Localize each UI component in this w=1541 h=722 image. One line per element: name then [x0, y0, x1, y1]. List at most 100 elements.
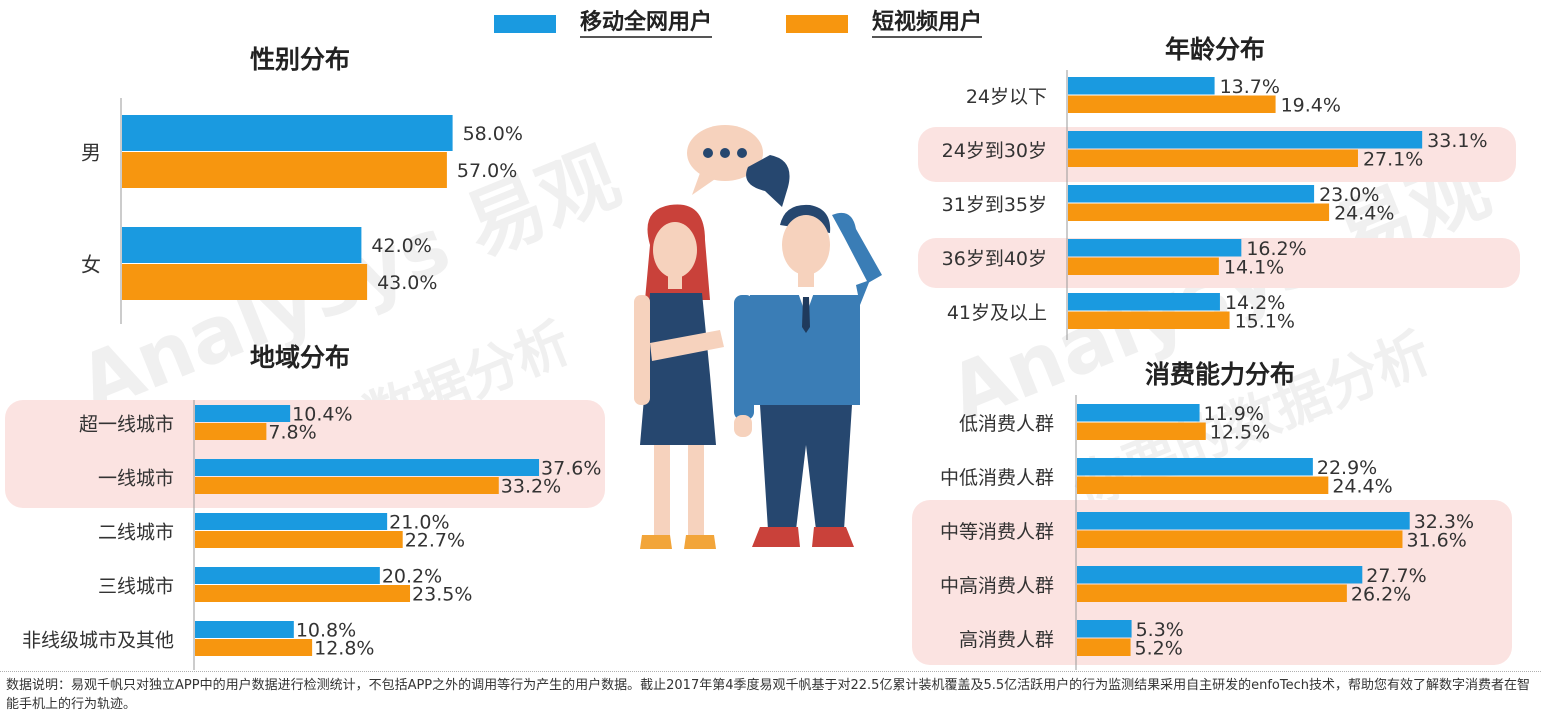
- gender-category-label: 男: [81, 141, 101, 165]
- gender-category-label: 女: [81, 253, 101, 277]
- region-value-label: 7.8%: [268, 422, 316, 444]
- footnote-divider: [0, 671, 1541, 672]
- age-value-label: 14.1%: [1224, 256, 1284, 278]
- region-value-label: 21.0%: [389, 512, 449, 534]
- gender-value-label: 58.0%: [463, 123, 523, 145]
- region-bar-series2: [195, 477, 499, 494]
- consumption-category-label: 中低消费人群: [940, 467, 1054, 489]
- age-bar-series2: [1068, 95, 1276, 113]
- consumption-category-label: 低消费人群: [959, 413, 1054, 435]
- legend-label-series2: 短视频用户: [872, 10, 983, 38]
- region-category-label: 二线城市: [98, 522, 174, 544]
- man-figure: [734, 204, 882, 547]
- consumption-bar-series2: [1077, 584, 1347, 602]
- age-category-label: 24岁到30岁: [942, 140, 1047, 162]
- age-category-label: 36岁到40岁: [942, 248, 1047, 270]
- consumption-category-label: 中高消费人群: [940, 575, 1054, 597]
- legend-label-series1: 移动全网用户: [580, 10, 713, 38]
- legend-swatch-series1: [494, 15, 556, 33]
- legend-swatch-series2: [786, 15, 848, 33]
- consumption-category-label: 中等消费人群: [940, 521, 1054, 543]
- age-bar-series2: [1068, 257, 1219, 275]
- region-bar-series2: [195, 531, 403, 548]
- region-value-label: 37.6%: [541, 458, 601, 480]
- consumption-value-label: 5.2%: [1135, 637, 1183, 659]
- age-value-label: 19.4%: [1281, 94, 1341, 116]
- consumption-bar-series1: [1077, 458, 1313, 476]
- gender-bar-series1: [122, 227, 362, 263]
- consumption-bar-series1: [1077, 620, 1132, 638]
- gender-value-label: 43.0%: [377, 272, 437, 294]
- consumption-category-label: 高消费人群: [959, 629, 1054, 651]
- chart-title-gender: 性别分布: [249, 45, 350, 74]
- consumption-bar-series2: [1077, 530, 1403, 548]
- chart-consumption: 低消费人群 11.9%12.5% 中低消费人群 22.9%24.4% 中等消费人群 32.…: [940, 395, 1474, 670]
- region-bar-series2: [195, 423, 267, 440]
- age-value-label: 13.7%: [1220, 76, 1280, 98]
- region-bar-series2: [195, 585, 411, 602]
- age-bar-series2: [1068, 311, 1230, 329]
- age-bar-series1: [1068, 293, 1220, 311]
- region-value-label: 12.8%: [314, 638, 374, 660]
- consumption-bar-series2: [1077, 638, 1131, 656]
- region-value-label: 10.8%: [296, 620, 356, 642]
- region-bar-series2: [195, 639, 313, 656]
- age-bar-series2: [1068, 203, 1330, 221]
- consumption-bar-series1: [1077, 566, 1363, 584]
- chart-title-age: 年龄分布: [1164, 35, 1265, 64]
- region-bar-series1: [195, 459, 540, 476]
- consumption-bar-series1: [1077, 404, 1200, 422]
- age-category-label: 24岁以下: [966, 86, 1047, 108]
- age-value-label: 24.4%: [1334, 202, 1394, 224]
- region-category-label: 非线级城市及其他: [22, 630, 174, 652]
- speech-bubble-icon: [687, 125, 790, 207]
- region-bar-series1: [195, 621, 294, 638]
- consumption-bar-series2: [1077, 476, 1329, 494]
- chart-legend: 移动全网用户 短视频用户: [0, 6, 1100, 42]
- consumption-value-label: 26.2%: [1351, 583, 1411, 605]
- age-bar-series1: [1068, 239, 1242, 257]
- age-value-label: 14.2%: [1225, 292, 1285, 314]
- age-category-label: 31岁到35岁: [942, 194, 1047, 216]
- chart-age: 24岁以下 13.7%19.4% 24岁到30岁 33.1%27.1% 31岁到35岁 2…: [942, 70, 1488, 340]
- legend-item-series1: 移动全网用户: [494, 6, 713, 42]
- chart-title-consumption: 消费能力分布: [1144, 360, 1295, 389]
- consumption-value-label: 5.3%: [1136, 619, 1184, 641]
- people-illustration: [634, 125, 882, 549]
- region-value-label: 33.2%: [501, 476, 561, 498]
- consumption-bar-series1: [1077, 512, 1410, 530]
- age-bar-series1: [1068, 131, 1423, 149]
- gender-value-label: 57.0%: [457, 160, 517, 182]
- chart-region: 超一线城市 10.4%7.8% 一线城市 37.6%33.2% 二线城市 21.0%22.…: [22, 400, 601, 670]
- footnote: 数据说明：易观千帆只对独立APP中的用户数据进行检测统计，不包括APP之外的调用…: [6, 678, 1531, 712]
- consumption-bar-series2: [1077, 422, 1206, 440]
- region-bar-series1: [195, 405, 291, 422]
- chart-gender: 男 58.0% 57.0% 女 42.0% 43.0%: [81, 98, 523, 324]
- age-value-label: 23.0%: [1319, 184, 1379, 206]
- consumption-value-label: 27.7%: [1366, 565, 1426, 587]
- region-category-label: 一线城市: [98, 468, 174, 490]
- age-value-label: 16.2%: [1246, 238, 1306, 260]
- age-value-label: 27.1%: [1363, 148, 1423, 170]
- consumption-value-label: 11.9%: [1204, 403, 1264, 425]
- age-bar-series1: [1068, 185, 1315, 203]
- consumption-value-label: 12.5%: [1210, 421, 1270, 443]
- region-category-label: 超一线城市: [79, 414, 174, 436]
- gender-value-label: 42.0%: [371, 235, 431, 257]
- consumption-value-label: 32.3%: [1414, 511, 1474, 533]
- age-bar-series2: [1068, 149, 1358, 167]
- age-bar-series1: [1068, 77, 1215, 95]
- region-value-label: 10.4%: [292, 404, 352, 426]
- chart-title-region: 地域分布: [249, 343, 350, 372]
- region-category-label: 三线城市: [98, 576, 174, 598]
- gender-bar-series2: [122, 152, 447, 188]
- region-value-label: 23.5%: [412, 584, 472, 606]
- legend-item-series2: 短视频用户: [786, 6, 983, 42]
- age-category-label: 41岁及以上: [947, 302, 1047, 324]
- consumption-value-label: 24.4%: [1332, 475, 1392, 497]
- region-bar-series1: [195, 567, 380, 584]
- region-bar-series1: [195, 513, 388, 530]
- region-value-label: 22.7%: [405, 530, 465, 552]
- gender-bar-series1: [122, 115, 453, 151]
- consumption-value-label: 31.6%: [1406, 529, 1466, 551]
